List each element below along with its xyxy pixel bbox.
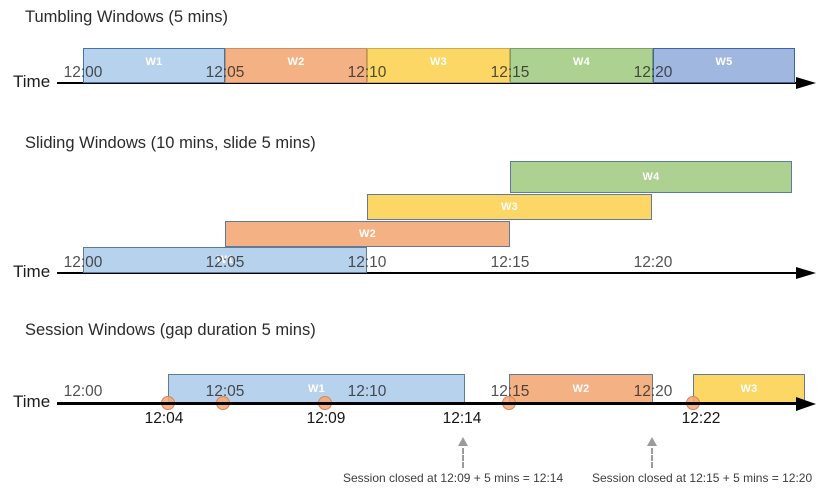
time-tick: 12:15 [490,383,530,400]
time-axis-label: Time [13,392,51,411]
window-label: W5 [715,56,733,68]
callout-arrow-icon [647,437,657,446]
section-title-sliding: Sliding Windows (10 mins, slide 5 mins) [25,134,316,152]
time-tick: 12:00 [63,383,103,400]
axis-arrow-icon [796,397,816,411]
time-tick: 12:05 [205,64,245,81]
window-label: W3 [429,56,448,68]
window-label: W3 [740,382,758,395]
time-tick: 12:10 [347,64,387,81]
window-label: W2 [358,228,377,240]
time-axis-label: Time [13,72,51,91]
time-axis [57,272,798,274]
time-tick: 12:20 [633,254,673,271]
window-label: W4 [572,56,591,68]
window-box-w2: W2 [225,48,367,83]
window-box-w4: W4 [510,161,792,193]
time-tick: 12:00 [63,254,103,271]
window-label: W2 [572,382,590,395]
callout-arrow-shaft [651,448,653,468]
event-time-label: 12:09 [306,410,346,427]
session-annotation: Session closed at 12:09 + 5 mins = 12:14 [343,471,564,485]
window-label: W1 [145,56,163,68]
time-tick: 12:20 [633,64,673,81]
window-box-w3: W3 [367,48,510,83]
time-tick: 12:05 [205,254,245,271]
window-label: W3 [500,201,519,213]
window-label: W1 [216,254,234,266]
callout-arrow-icon [458,437,468,446]
time-axis [57,402,798,405]
session-annotation: Session closed at 12:15 + 5 mins = 12:20 [592,471,813,485]
window-label: W2 [287,56,305,68]
time-tick: 12:15 [490,64,530,81]
event-time-label: 12:04 [144,410,184,427]
window-box-w2: W2 [225,221,510,247]
time-tick: 12:15 [490,254,530,271]
event-time-label: 12:14 [442,410,482,427]
section-title-session: Session Windows (gap duration 5 mins) [25,321,316,339]
time-tick: 12:20 [633,383,673,400]
window-box-w1: W1 [83,247,367,273]
event-time-label: 12:22 [681,410,721,427]
window-box-w2: W2 [509,374,653,403]
window-label: W1 [307,382,326,395]
section-title-tumbling: Tumbling Windows (5 mins) [25,8,228,26]
time-tick: 12:00 [63,64,103,81]
axis-arrow-icon [796,77,816,89]
window-box-w4: W4 [510,48,653,83]
time-tick: 12:05 [205,383,245,400]
time-tick: 12:10 [347,254,387,271]
time-tick: 12:10 [347,383,387,400]
time-axis [57,82,798,84]
time-axis-label: Time [13,262,51,281]
window-box-w3: W3 [693,374,805,403]
callout-arrow-shaft [462,448,464,468]
window-label: W4 [642,171,660,183]
window-box-w3: W3 [367,194,652,220]
window-box-w1: W1 [83,48,225,83]
window-box-w5: W5 [653,48,795,83]
axis-arrow-icon [796,267,816,279]
